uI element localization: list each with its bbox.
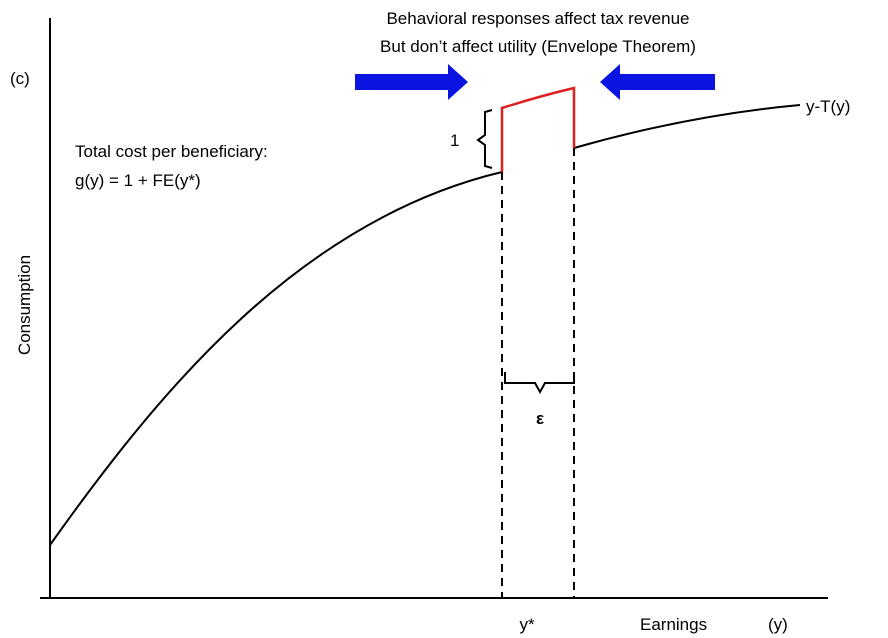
curve-label: y-T(y) (806, 97, 850, 116)
jump-label: 1 (450, 131, 459, 150)
jump-brace (476, 109, 493, 169)
arrow-left (600, 64, 715, 100)
arrow-right (355, 64, 468, 100)
y-axis-label: Consumption (15, 255, 34, 355)
cost-note: Total cost per beneficiary: (75, 142, 268, 161)
header-line: Behavioral responses affect tax revenue (386, 9, 689, 28)
cost-note: g(y) = 1 + FE(y*) (75, 171, 201, 190)
notch (500, 86, 576, 172)
x-axis-label: Earnings (640, 615, 707, 634)
x-point-label: y* (519, 615, 535, 634)
curve-right (573, 104, 801, 149)
width-label: ε (536, 409, 544, 428)
x-axis-symbol: (y) (768, 615, 788, 634)
width-brace (504, 372, 575, 395)
panel-label: (c) (10, 69, 30, 88)
header-line: But don’t affect utility (Envelope Theor… (380, 37, 696, 56)
curve-left (49, 171, 503, 546)
